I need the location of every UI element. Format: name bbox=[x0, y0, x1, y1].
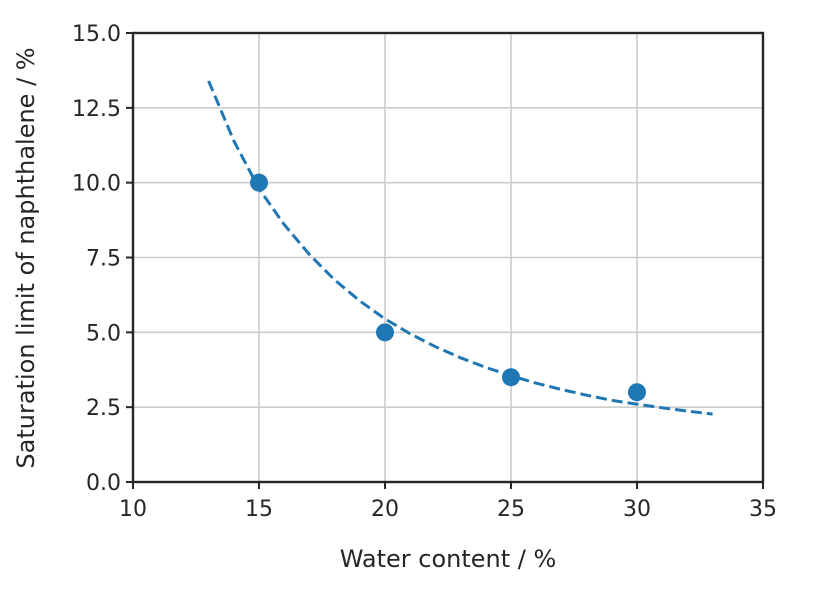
y-tick-label: 0.0 bbox=[86, 471, 121, 496]
y-tick-label: 15.0 bbox=[72, 22, 121, 47]
y-tick-label: 12.5 bbox=[72, 97, 121, 122]
data-point bbox=[502, 368, 520, 387]
y-tick-label: 2.5 bbox=[86, 396, 121, 421]
x-tick-label: 30 bbox=[623, 497, 651, 522]
x-tick-label: 10 bbox=[119, 497, 147, 522]
ticks: 10 15 20 25 30 35 0.0 2.5 5.0 7.5 10.0 12.5 15.0 bbox=[72, 22, 777, 522]
data-point bbox=[628, 383, 646, 402]
y-tick-label: 5.0 bbox=[86, 321, 121, 346]
fit-curve bbox=[207, 80, 713, 416]
x-axis-label: Water content / % bbox=[340, 545, 557, 573]
data-point bbox=[376, 323, 394, 342]
y-axis-label: Saturation limit of naphthalene / % bbox=[12, 47, 40, 468]
x-tick-label: 15 bbox=[245, 497, 273, 522]
data-point bbox=[250, 173, 268, 192]
y-tick-label: 7.5 bbox=[86, 247, 121, 272]
x-tick-label: 25 bbox=[497, 497, 525, 522]
y-tick-label: 10.0 bbox=[72, 172, 121, 197]
series-layer bbox=[207, 80, 713, 416]
grid bbox=[132, 32, 764, 483]
x-tick-label: 20 bbox=[371, 497, 399, 522]
x-tick-label: 35 bbox=[749, 497, 777, 522]
